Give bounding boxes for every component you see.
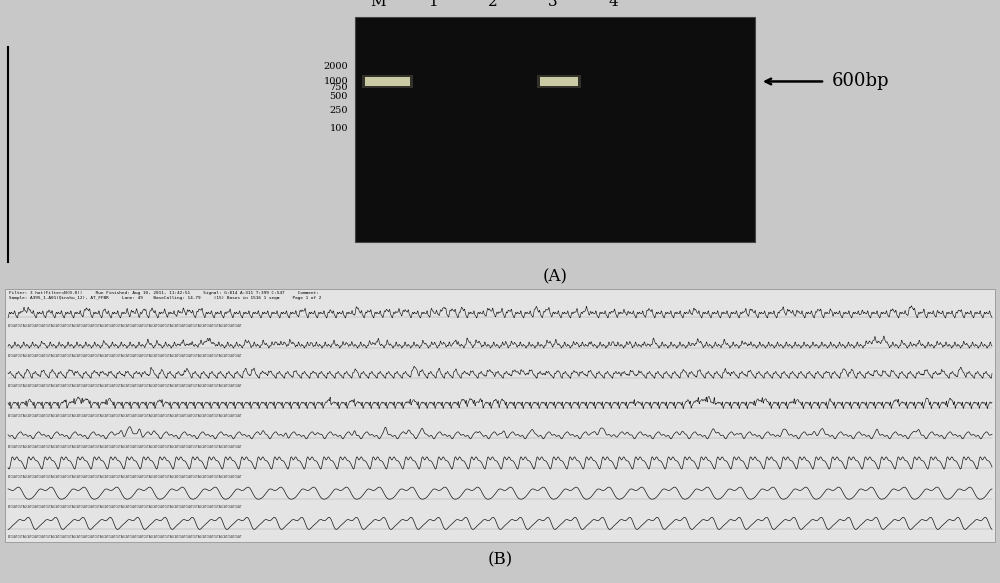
- Bar: [540, 78, 578, 86]
- Text: Filter: 3 hot(Filter=N(0.0))     Run Finished: Aug 10, 2011, 11:42:51     Signal: Filter: 3 hot(Filter=N(0.0)) Run Finishe…: [9, 291, 319, 295]
- Text: 2: 2: [488, 0, 498, 9]
- Text: Sample: A395_1.A01(Qinshu_12), AT_FFBR     Lane: 49    BaseCalling: 14.79     (1: Sample: A395_1.A01(Qinshu_12), AT_FFBR L…: [9, 296, 321, 300]
- Text: ATCGATCGTAGCATCGATCGATCGTAGCATCGATCGTAGCATCGATCGATCGTAGCATCGATCGTAGCATCGATCGATCG: ATCGATCGTAGCATCGATCGATCGTAGCATCGATCGTAGC…: [8, 445, 242, 448]
- Bar: [362, 75, 413, 88]
- Text: (B): (B): [487, 551, 513, 568]
- Text: 4: 4: [608, 0, 618, 9]
- Text: ATCGATCGTAGCATCGATCGATCGTAGCATCGATCGTAGCATCGATCGATCGTAGCATCGATCGTAGCATCGATCGATCG: ATCGATCGTAGCATCGATCGATCGTAGCATCGATCGTAGC…: [8, 475, 242, 479]
- Text: M: M: [370, 0, 386, 9]
- Text: ATCGATCGTAGCATCGATCGATCGTAGCATCGATCGTAGCATCGATCGATCGTAGCATCGATCGTAGCATCGATCGATCG: ATCGATCGTAGCATCGATCGATCGTAGCATCGATCGTAGC…: [8, 384, 242, 388]
- Text: 1: 1: [428, 0, 438, 9]
- Bar: [5, 289, 995, 542]
- Text: 1000: 1000: [323, 77, 348, 86]
- Text: 250: 250: [330, 106, 348, 115]
- Text: 500: 500: [330, 92, 348, 100]
- Text: ATCGATCGTAGCATCGATCGATCGTAGCATCGATCGTAGCATCGATCGATCGTAGCATCGATCGTAGCATCGATCGATCG: ATCGATCGTAGCATCGATCGATCGTAGCATCGATCGTAGC…: [8, 354, 242, 358]
- Text: ATCGATCGTAGCATCGATCGATCGTAGCATCGATCGTAGCATCGATCGATCGTAGCATCGATCGTAGCATCGATCGATCG: ATCGATCGTAGCATCGATCGATCGTAGCATCGATCGTAGC…: [8, 535, 242, 539]
- Bar: [537, 75, 581, 88]
- Text: 2000: 2000: [323, 62, 348, 71]
- Text: ATCGATCGTAGCATCGATCGATCGTAGCATCGATCGTAGCATCGATCGATCGTAGCATCGATCGTAGCATCGATCGATCG: ATCGATCGTAGCATCGATCGATCGTAGCATCGATCGTAGC…: [8, 505, 242, 509]
- Text: (A): (A): [542, 268, 567, 285]
- Text: 600bp: 600bp: [832, 72, 890, 90]
- Text: 100: 100: [330, 124, 348, 133]
- Bar: [365, 78, 410, 86]
- Text: ATCGATCGTAGCATCGATCGATCGTAGCATCGATCGTAGCATCGATCGATCGTAGCATCGATCGTAGCATCGATCGATCG: ATCGATCGTAGCATCGATCGATCGTAGCATCGATCGTAGC…: [8, 415, 242, 419]
- Text: 750: 750: [330, 83, 348, 92]
- Text: 3: 3: [548, 0, 558, 9]
- Text: ATCGATCGTAGCATCGATCGATCGTAGCATCGATCGTAGCATCGATCGATCGTAGCATCGATCGTAGCATCGATCGATCG: ATCGATCGTAGCATCGATCGATCGTAGCATCGATCGTAGC…: [8, 324, 242, 328]
- Bar: [355, 17, 755, 242]
